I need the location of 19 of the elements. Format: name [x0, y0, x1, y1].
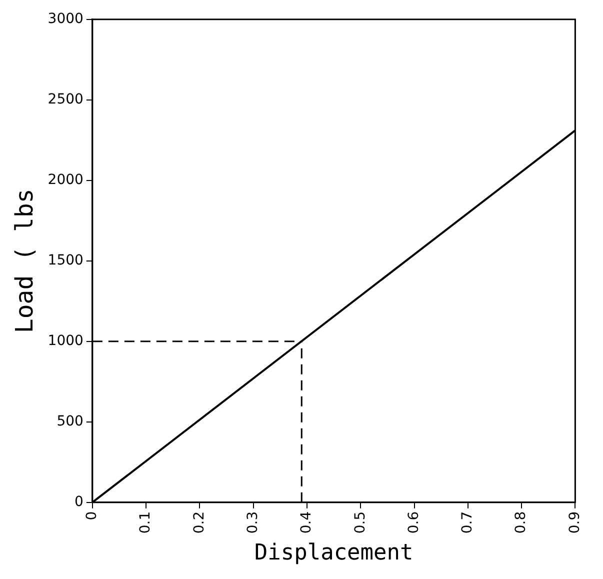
x-tick-label: 0.2: [191, 511, 208, 534]
x-tick-label: 0.4: [298, 511, 315, 534]
y-tick-label: 1500: [48, 252, 84, 269]
y-tick-label: 2000: [48, 172, 84, 188]
x-tick-label: 0.1: [138, 511, 154, 534]
x-axis-title: Displacement: [254, 540, 414, 566]
x-tick-label: 0: [84, 511, 100, 520]
y-tick-label: 0: [74, 494, 84, 510]
x-tick-label: 0.5: [352, 511, 368, 534]
x-tick-label: 0.6: [406, 511, 422, 534]
y-tick-label: 2500: [48, 92, 84, 108]
y-tick-label: 500: [56, 413, 84, 430]
x-tick-label: 0.9: [566, 511, 583, 534]
y-tick-label: 3000: [48, 11, 84, 28]
x-tick-label: 0.3: [244, 511, 261, 534]
x-tick-label: 0.7: [460, 511, 476, 534]
y-tick-label: 1000: [48, 333, 84, 349]
x-tick-label: 0.8: [513, 511, 530, 534]
y-axis-title: Load ( lbs: [10, 188, 39, 334]
